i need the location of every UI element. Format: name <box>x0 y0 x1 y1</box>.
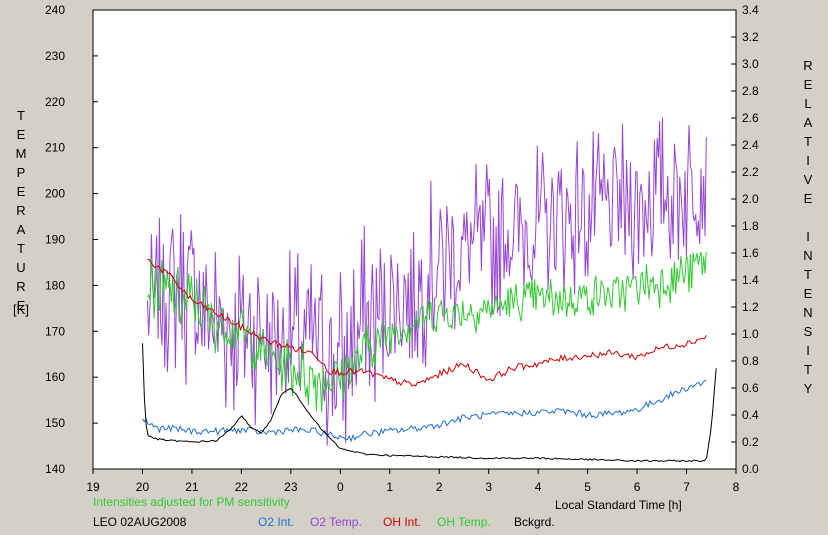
series-layer <box>142 117 717 463</box>
right-axis-title-char: E <box>804 286 813 301</box>
right-axis-title-char: I <box>806 153 810 168</box>
series-line-oh-temp <box>147 251 707 413</box>
right-axis-title-char: E <box>804 77 813 92</box>
right-tick-label: 2.6 <box>742 111 759 125</box>
right-tick-label: 2.0 <box>742 192 759 206</box>
left-tick-label: 150 <box>45 416 65 430</box>
left-tick-label: 140 <box>45 462 65 476</box>
left-tick-label: 240 <box>45 3 65 17</box>
right-tick-label: 2.4 <box>742 138 759 152</box>
right-tick-label: 1.6 <box>742 246 759 260</box>
right-axis-title-char: T <box>804 134 812 149</box>
left-axis-title-char: M <box>16 146 27 161</box>
right-tick-label: 1.2 <box>742 300 759 314</box>
legend-item: OH Temp. <box>437 515 491 529</box>
left-tick-label: 200 <box>45 187 65 201</box>
left-axis-title-char: E <box>17 184 26 199</box>
left-axis-title-char: A <box>17 222 26 237</box>
x-tick-label: 8 <box>733 480 740 494</box>
legend-item: Bckgrd. <box>514 515 555 529</box>
x-tick-label: 1 <box>386 480 393 494</box>
left-tick-label: 180 <box>45 278 65 292</box>
left-tick-label: 230 <box>45 49 65 63</box>
left-tick-label: 210 <box>45 141 65 155</box>
left-tick-label: 170 <box>45 324 65 338</box>
note-text: Intensities adjusted for PM sensitivity <box>93 495 290 509</box>
right-axis-title-char: T <box>804 362 812 377</box>
left-axis-title-char: T <box>17 108 25 123</box>
right-tick-label: 1.8 <box>742 219 759 233</box>
legend-item: O2 Int. <box>258 515 294 529</box>
right-tick-label: 0.8 <box>742 354 759 368</box>
x-tick-label: 0 <box>337 480 344 494</box>
right-axis-title-char: N <box>803 248 812 263</box>
x-tick-label: 6 <box>634 480 641 494</box>
right-tick-label: 0.2 <box>742 435 759 449</box>
x-tick-label: 20 <box>136 480 150 494</box>
x-tick-label: 22 <box>235 480 249 494</box>
right-tick-label: 3.4 <box>742 3 759 17</box>
x-tick-label: 4 <box>535 480 542 494</box>
plot-area <box>92 9 737 470</box>
left-axis-title-char: E <box>17 298 26 313</box>
left-axis-title-char: T <box>17 241 25 256</box>
right-tick-label: 3.0 <box>742 57 759 71</box>
legend-item: OH Int. <box>383 515 421 529</box>
axes: 1401501601701801902002102202302400.00.20… <box>45 3 759 494</box>
x-tick-label: 19 <box>86 480 100 494</box>
left-tick-label: 220 <box>45 95 65 109</box>
left-axis-title-char: P <box>17 165 26 180</box>
right-tick-label: 0.6 <box>742 381 759 395</box>
x-axis-label: Local Standard Time [h] <box>555 498 682 512</box>
x-tick-label: 3 <box>485 480 492 494</box>
right-axis-title-char: I <box>806 343 810 358</box>
x-tick-label: 7 <box>683 480 690 494</box>
legend: O2 Int. O2 Temp. OH Int. OH Temp. Bckgrd. <box>258 515 555 529</box>
left-axis-title-char: E <box>17 127 26 142</box>
x-tick-label: 2 <box>436 480 443 494</box>
left-tick-label: 160 <box>45 370 65 384</box>
x-tick-label: 21 <box>185 480 199 494</box>
left-axis-unit: [K] <box>13 302 29 317</box>
right-tick-label: 3.2 <box>742 30 759 44</box>
series-line-o2-int <box>142 380 707 443</box>
right-tick-label: 2.8 <box>742 84 759 98</box>
legend-item: O2 Temp. <box>310 515 362 529</box>
right-axis-title-char: E <box>804 191 813 206</box>
left-tick-label: 190 <box>45 233 65 247</box>
x-tick-label: 23 <box>284 480 298 494</box>
right-axis-title-char: L <box>804 96 811 111</box>
station-date: LEO 02AUG2008 <box>93 515 187 529</box>
right-tick-label: 2.2 <box>742 165 759 179</box>
series-line-oh-int <box>147 258 707 387</box>
right-axis-title-char: R <box>803 58 812 73</box>
right-tick-label: 1.0 <box>742 327 759 341</box>
right-axis-title-char: V <box>804 172 813 187</box>
x-tick-label: 5 <box>584 480 591 494</box>
left-axis-title-char: U <box>16 260 25 275</box>
left-axis-title-char: R <box>16 279 25 294</box>
right-axis-title-char: N <box>803 305 812 320</box>
left-axis-title-char: R <box>16 203 25 218</box>
right-tick-label: 0.0 <box>742 462 759 476</box>
right-axis-title-char: T <box>804 267 812 282</box>
series-line-bckgrd <box>142 343 717 463</box>
right-tick-label: 0.4 <box>742 408 759 422</box>
right-axis-title-char: S <box>804 324 813 339</box>
right-axis-title-char: A <box>804 115 813 130</box>
right-axis-title-char: Y <box>804 381 813 396</box>
right-tick-label: 1.4 <box>742 273 759 287</box>
right-axis-title-char: I <box>806 229 810 244</box>
